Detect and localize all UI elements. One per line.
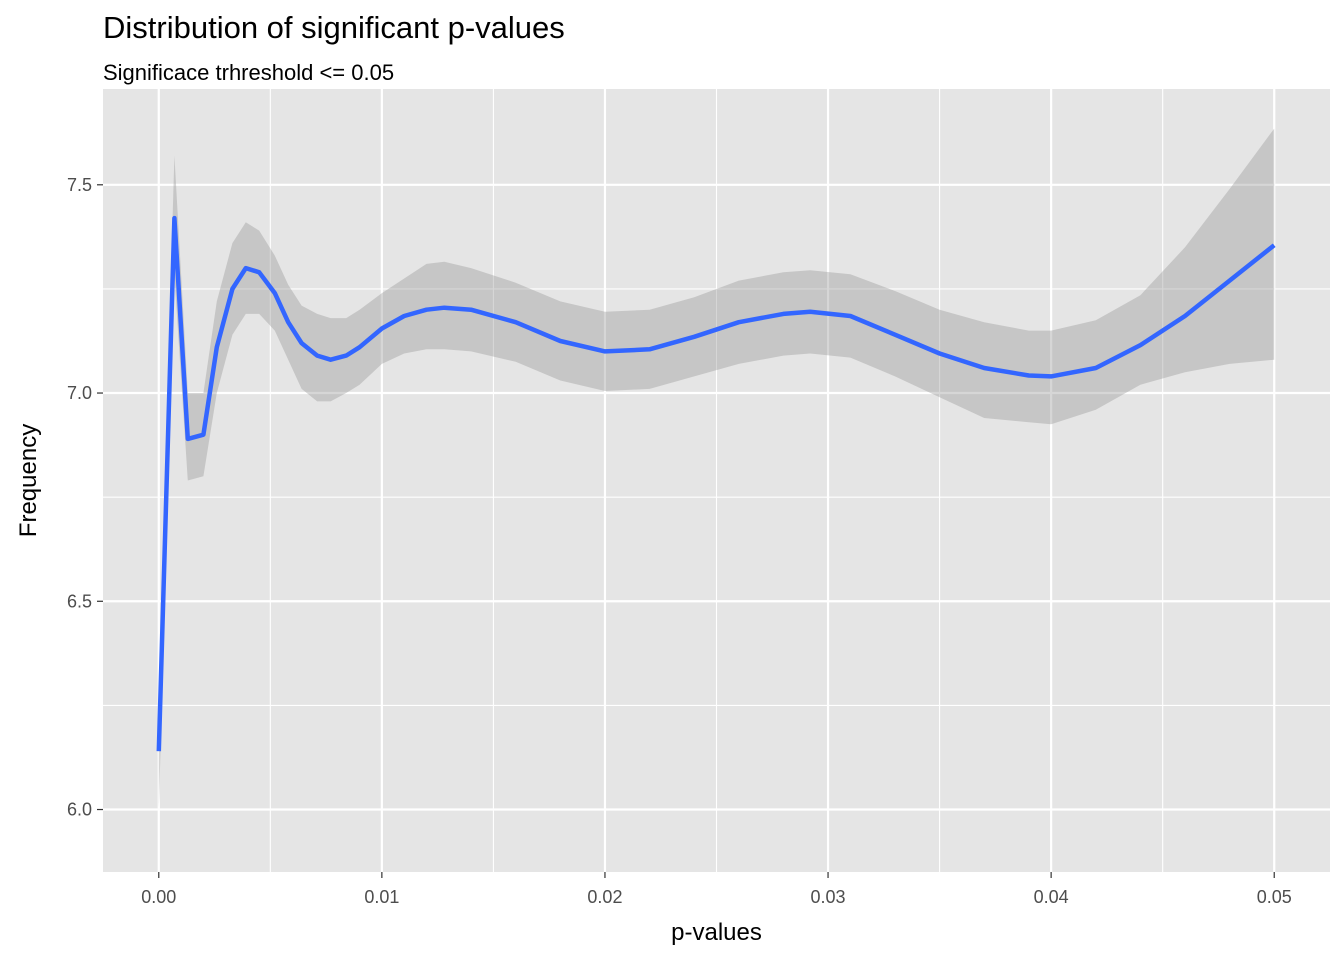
x-tick-label: 0.02 xyxy=(587,887,622,907)
chart-title: Distribution of significant p-values xyxy=(103,10,565,45)
x-tick-label: 0.03 xyxy=(811,887,846,907)
chart-subtitle: Significace trhreshold <= 0.05 xyxy=(103,60,395,85)
y-axis: 6.0 6.5 7.0 7.5 xyxy=(67,175,103,820)
y-tick-label: 6.0 xyxy=(67,800,92,820)
x-tick-label: 0.04 xyxy=(1034,887,1069,907)
x-tick-label: 0.01 xyxy=(364,887,399,907)
smooth-line xyxy=(156,215,1276,752)
x-axis-label: p-values xyxy=(671,919,762,946)
minor-gridlines xyxy=(103,89,1330,872)
x-tick-label: 0.05 xyxy=(1257,887,1292,907)
confidence-ribbon xyxy=(158,128,1275,810)
y-tick-label: 7.5 xyxy=(67,175,92,195)
major-gridlines xyxy=(103,89,1330,872)
y-tick-label: 7.0 xyxy=(67,383,92,403)
x-tick-label: 0.00 xyxy=(141,887,176,907)
x-axis: 0.00 0.01 0.02 0.03 0.04 0.05 xyxy=(141,872,1292,907)
y-axis-label: Frequency xyxy=(15,424,42,537)
y-tick-label: 6.5 xyxy=(67,591,92,611)
